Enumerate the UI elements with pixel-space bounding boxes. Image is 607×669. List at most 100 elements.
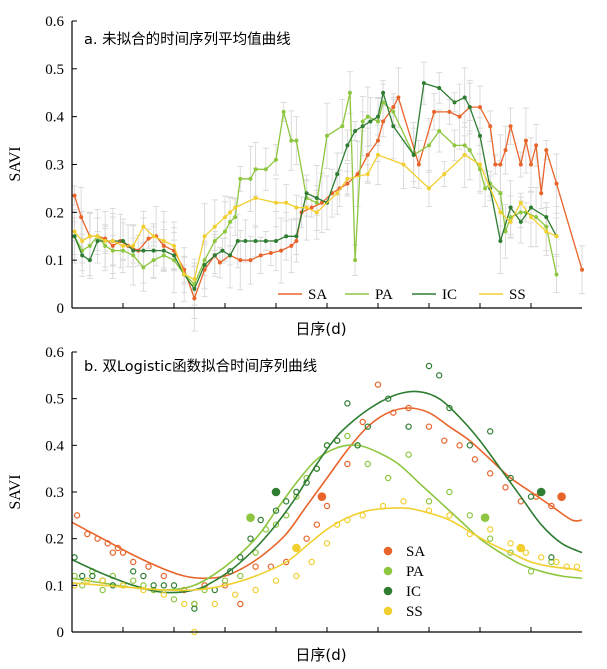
scatter-point-SS [446, 512, 453, 519]
data-point-PA [503, 229, 508, 234]
data-point-PA [294, 138, 299, 143]
data-point-PA [131, 253, 136, 258]
data-point-SA [539, 191, 544, 196]
data-point-IC [353, 129, 358, 134]
y-tick-label: 0.3 [45, 485, 64, 501]
data-point-IC [518, 219, 523, 224]
data-point-SS [529, 215, 533, 220]
data-point-PA [483, 186, 488, 191]
scatter-point-PA [405, 451, 412, 458]
scatter-point-IC [78, 572, 86, 580]
data-point-IC [228, 253, 233, 258]
scatter-point-IC [405, 423, 412, 430]
key-point-SS [516, 543, 526, 553]
scatter-point-PA [129, 577, 137, 584]
data-point-PA [121, 248, 125, 253]
scatter-point-SS [84, 577, 91, 584]
scatter-point-SA [73, 512, 81, 519]
data-point-SS [192, 277, 197, 282]
data-point-IC [172, 253, 176, 258]
data-point-SS [253, 195, 258, 200]
scatter-point-SA [313, 521, 320, 528]
data-point-IC [274, 239, 278, 244]
scatter-point-SS [573, 563, 581, 570]
data-point-SA [161, 243, 166, 248]
scatter-point-SS [231, 591, 239, 598]
data-point-PA [274, 157, 278, 162]
data-point-SS [233, 205, 238, 210]
scatter-point-SS [99, 577, 106, 584]
key-point-PA [246, 513, 255, 522]
data-point-IC [141, 248, 146, 253]
data-point-SS [498, 210, 503, 215]
data-point-IC [335, 172, 340, 177]
data-point-IC [345, 143, 350, 148]
scatter-point-IC [344, 400, 351, 407]
data-point-SS [294, 205, 299, 210]
scatter-point-SS [180, 600, 188, 608]
data-point-PA [340, 124, 345, 129]
y-tick-label: 0.4 [45, 110, 64, 126]
data-point-IC [202, 262, 207, 267]
scatter-point-IC [334, 437, 341, 444]
data-point-PA [238, 176, 243, 181]
data-point-SS [365, 172, 370, 177]
data-point-SA [447, 109, 452, 114]
panel-b-chart: 0 0.1 0.2 0.3 0.4 0.5 0.6 b. 双Logistic函数拟合时间序列… [7, 345, 583, 664]
data-point-PA [212, 239, 217, 244]
panel-a-title: a. 未拟合的时间序列平均值曲线 [84, 31, 291, 48]
data-point-SA [478, 105, 482, 110]
data-point-PA [518, 210, 523, 215]
data-point-IC [95, 239, 100, 244]
y-tick-label: 0.2 [45, 205, 64, 221]
data-point-SA [217, 260, 222, 265]
data-point-SS [223, 215, 227, 220]
scatter-point-SA [487, 470, 494, 477]
data-point-SA [110, 243, 115, 248]
scatter-point-SA [109, 549, 117, 556]
data-point-IC [235, 239, 240, 244]
data-point-SS [274, 200, 278, 205]
scatter-point-IC [140, 572, 147, 580]
data-point-IC [368, 119, 373, 124]
data-point-SA [498, 162, 503, 167]
scatter-point-PA [385, 474, 392, 482]
data-point-SA [432, 109, 437, 114]
data-point-PA [554, 272, 559, 277]
data-point-IC [508, 205, 513, 210]
scatter-point-IC [129, 568, 137, 575]
panel-a-chart: 0 0.1 0.2 0.3 0.4 0.5 0.6 a. 未拟合的时间序列平均值曲线 SAV… [7, 14, 585, 338]
series-line-SS [73, 154, 557, 281]
data-point-SA [345, 181, 350, 186]
scatter-point-SS [507, 540, 514, 547]
data-point-SA [192, 296, 197, 301]
scatter-point-IC [487, 428, 494, 435]
scatter-point-SS [119, 582, 127, 589]
data-point-SS [462, 152, 467, 157]
scatter-point-SS [308, 558, 315, 566]
legend-label-IC: IC [442, 287, 457, 303]
scatter-point-IC [364, 423, 371, 430]
scatter-point-IC [272, 507, 280, 514]
scatter-point-SS [487, 526, 494, 533]
data-point-PA [498, 191, 503, 196]
data-point-SA [554, 181, 559, 186]
data-point-SS [335, 191, 340, 196]
panel-b-series [71, 362, 583, 636]
fit-curve-SS [71, 507, 583, 592]
data-point-SA [268, 250, 273, 255]
data-point-SA [391, 105, 396, 110]
scatter-point-IC [247, 535, 254, 542]
data-point-PA [462, 143, 467, 148]
data-point-PA [452, 143, 457, 148]
data-point-PA [289, 138, 294, 143]
data-point-IC [411, 152, 416, 157]
data-point-IC [131, 248, 136, 253]
data-point-IC [87, 258, 92, 263]
data-point-PA [253, 167, 258, 172]
data-point-SA [355, 172, 360, 177]
data-point-PA [103, 243, 108, 248]
data-point-PA [437, 129, 442, 134]
panel-a-legend: SA PA IC SS [278, 287, 526, 303]
data-point-SS [345, 176, 350, 181]
